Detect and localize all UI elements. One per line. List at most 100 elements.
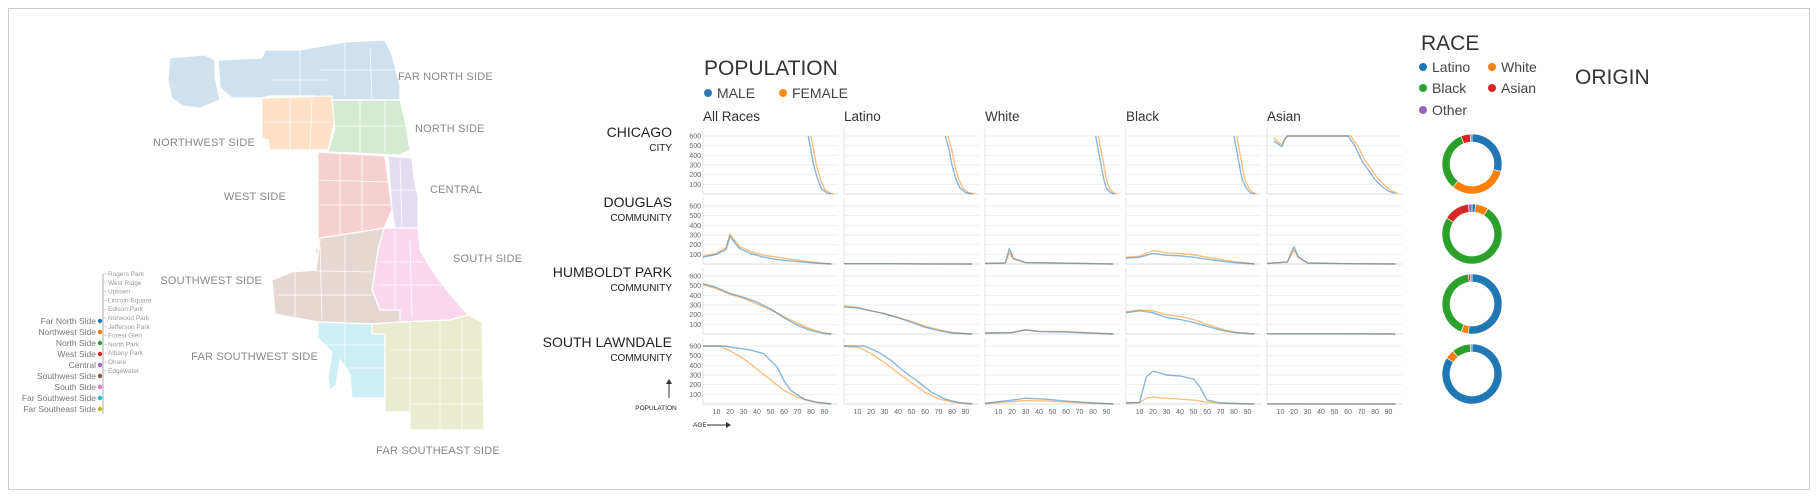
series-line-male-south-lawndale-latino[interactable] [844,345,973,405]
donut-slice-latino[interactable] [1441,343,1503,405]
region-label-south-side: SOUTH SIDE [453,253,522,265]
x-axis-arrowhead [726,422,731,428]
series-line-male-south-lawndale-white[interactable] [984,397,1114,405]
x-tick-label: 30 [1022,409,1030,416]
series-line-male-south-lawndale-black[interactable] [1125,370,1255,405]
hood-label-edison-park: Edison Park [108,306,144,313]
x-tick-label: 20 [1149,409,1157,416]
x-tick-label: 30 [1304,409,1312,416]
donut-slice-other[interactable] [1469,133,1473,143]
column-title-all-races: All Races [703,109,760,124]
legend-dot-latino[interactable] [1419,63,1427,71]
donut-slice-asian[interactable] [1446,203,1470,223]
series-line-male-humboldt-park-all-races[interactable] [702,283,832,335]
donut-slice-black[interactable] [1441,135,1465,188]
series-line-male-douglas-white[interactable] [984,247,1114,265]
series-line-female-humboldt-park-all-races[interactable] [702,284,832,335]
x-tick-label: 50 [1331,409,1339,416]
legend-dot-west-side[interactable] [97,351,103,357]
legend-dot-northwest-side[interactable] [97,329,103,335]
x-tick-label: 10 [854,409,862,416]
panel-humboldt-park-all-races [702,268,838,335]
series-line-female-chicago-asian[interactable] [1273,135,1399,194]
series-line-female-douglas-all-races[interactable] [702,233,832,265]
donut-slice-other[interactable] [1469,343,1473,353]
legend-dot-south-side[interactable] [97,384,103,390]
map-area-central[interactable] [387,155,419,233]
panel-south-lawndale-latino [843,338,979,405]
map-area-ohare[interactable] [167,54,221,109]
series-line-female-chicago-black[interactable] [1236,135,1258,195]
y-tick-label: 300 [689,163,701,170]
series-line-male-chicago-all-races[interactable] [807,135,832,195]
series-line-female-douglas-black[interactable] [1125,249,1255,265]
donut-douglas[interactable] [1441,203,1503,265]
x-tick-label: 10 [995,409,1003,416]
legend-dot-north-side[interactable] [97,340,103,346]
legend-dot-far-southeast-side[interactable] [97,406,103,412]
donut-slice-white[interactable] [1452,169,1502,195]
x-tick-label: 80 [1089,409,1097,416]
donut-slice-latino[interactable] [1471,133,1503,172]
x-tick-label: 80 [807,409,815,416]
series-line-male-douglas-black[interactable] [1125,252,1255,265]
map-area-northwest-side[interactable] [261,95,336,151]
series-line-female-south-lawndale-latino[interactable] [843,345,973,405]
legend-dot-male[interactable] [704,89,712,97]
legend-dot-female[interactable] [779,89,787,97]
series-line-female-south-lawndale-black[interactable] [1125,396,1255,405]
x-tick-label: 40 [1176,409,1184,416]
series-line-male-humboldt-park-latino[interactable] [843,306,973,335]
map-area-south-side[interactable] [371,227,470,323]
legend-dot-southwest-side[interactable] [97,373,103,379]
legend-dot-far-southwest-side[interactable] [97,395,103,401]
legend-label-male: MALE [717,85,755,101]
legend-dot-other[interactable] [1419,106,1427,114]
donut-humboldt-park[interactable] [1441,273,1503,335]
x-tick-label: 90 [1103,409,1111,416]
map-area-north-side[interactable] [327,99,411,156]
series-line-female-humboldt-park-latino[interactable] [843,305,973,335]
series-line-female-humboldt-park-black[interactable] [1125,309,1255,335]
column-title-black: Black [1126,109,1159,124]
legend-label-south-side: South Side [54,382,96,392]
legend-dot-asian[interactable] [1488,84,1496,92]
series-line-male-chicago-asian[interactable] [1273,135,1396,195]
x-tick-label: 70 [1217,409,1225,416]
y-tick-label: 100 [689,182,701,189]
region-labels: FAR NORTH SIDE NORTH SIDE NORTHWEST SIDE CE… [153,71,522,457]
donut-slice-black[interactable] [1441,273,1470,333]
donut-chicago[interactable] [1441,133,1503,195]
series-line-male-humboldt-park-white[interactable] [984,329,1114,335]
population-panel: POPULATION MALE FEMALE All Races Latino Whi… [543,57,1402,429]
series-line-male-chicago-latino[interactable] [944,135,973,195]
map-area-far-southeast-side[interactable] [371,314,485,431]
series-line-male-chicago-white[interactable] [1095,135,1115,195]
legend-dot-black[interactable] [1419,84,1427,92]
panel-humboldt-park-white [984,268,1120,335]
series-line-male-humboldt-park-black[interactable] [1125,310,1255,335]
community-boundaries [265,42,484,430]
panel-south-lawndale-asian [1266,338,1402,405]
donut-slice-other[interactable] [1467,203,1473,213]
series-line-male-south-lawndale-all-races[interactable] [703,345,832,405]
x-tick-label: 60 [1062,409,1070,416]
donut-south-lawndale[interactable] [1441,343,1503,405]
map-area-far-north-side[interactable] [217,39,401,101]
y-tick-label: 400 [689,293,701,300]
legend-dot-far-north-side[interactable] [97,318,103,324]
race-title: RACE [1421,32,1479,55]
legend-dot-central[interactable] [97,362,103,368]
series-line-male-douglas-asian[interactable] [1266,245,1396,265]
donut-slice-latino[interactable] [1467,273,1503,335]
legend-label-other: Other [1432,102,1467,118]
series-line-male-douglas-all-races[interactable] [702,235,832,265]
x-tick-label: 50 [908,409,916,416]
x-tick-label: 10 [1136,409,1144,416]
series-line-female-chicago-white[interactable] [1097,135,1118,195]
legend-dot-white[interactable] [1488,63,1496,71]
series-line-male-chicago-black[interactable] [1233,135,1255,195]
donut-slice-other[interactable] [1469,273,1473,283]
race-panel: RACE Latino White Black Asian Other [1419,32,1537,405]
